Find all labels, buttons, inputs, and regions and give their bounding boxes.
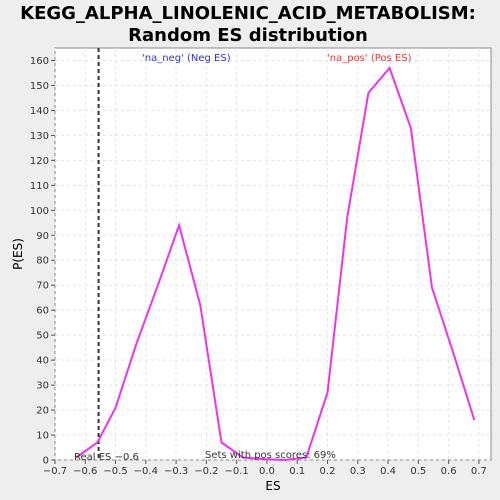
y-tick-label: 80 [36,256,49,267]
y-tick-label: 0 [43,456,49,467]
pos-scores-annotation: Sets with pos scores: 69% [205,450,336,461]
x-tick-label: −0.7 [43,466,67,477]
x-tick-label: 0.4 [380,466,396,477]
grid [54,48,491,461]
y-tick-label: 130 [30,131,49,142]
x-tick-label: −0.3 [164,466,188,477]
y-axis-label: P(ES) [11,238,25,270]
y-tick-label: 90 [36,231,49,242]
chart-title-line2: Random ES distribution [128,25,368,46]
y-tick-label: 50 [36,331,49,342]
x-tick-label: −0.5 [103,466,127,477]
y-tick-label: 140 [30,106,49,117]
y-tick-label: 10 [36,431,49,442]
series-line [75,66,476,462]
real-es-label: Real ES −0.6 [74,452,139,463]
x-tick-label: 0.5 [410,466,426,477]
x-tick-label: 0.3 [350,466,366,477]
y-tick-label: 20 [36,406,49,417]
y-tick-label: 100 [30,206,49,217]
y-tick-label: 30 [36,381,49,392]
chart-title-line1: KEGG_ALPHA_LINOLENIC_ACID_METABOLISM: [20,3,476,24]
y-axis: 0 10 20 30 40 50 60 70 80 90 100 110 120 130 140 150 160 [30,56,55,467]
x-tick-label: 0.7 [471,466,487,477]
x-tick-label: −0.6 [73,466,97,477]
x-axis-label: ES [265,479,280,493]
x-tick-label: 0.2 [320,466,336,477]
y-tick-label: 160 [30,56,49,67]
x-axis: −0.7 −0.6 −0.5 −0.4 −0.3 −0.2 −0.1 0.0 0.1 0.2 0.3… [43,460,487,477]
y-tick-label: 40 [36,356,49,367]
x-tick-label: 0.6 [441,466,457,477]
plot-area [54,47,492,461]
x-tick-label: 0.1 [289,466,305,477]
y-tick-label: 70 [36,281,49,292]
y-tick-label: 150 [30,81,49,92]
y-tick-label: 110 [30,181,49,192]
y-tick-label: 120 [30,156,49,167]
legend-pos-label: 'na_pos' (Pos ES) [327,53,412,64]
x-tick-label: −0.4 [134,466,158,477]
y-tick-label: 60 [36,306,49,317]
x-tick-label: −0.1 [225,466,249,477]
legend-neg-label: 'na_neg' (Neg ES) [142,53,231,64]
x-tick-label: −0.2 [194,466,218,477]
x-tick-label: 0.0 [259,466,275,477]
